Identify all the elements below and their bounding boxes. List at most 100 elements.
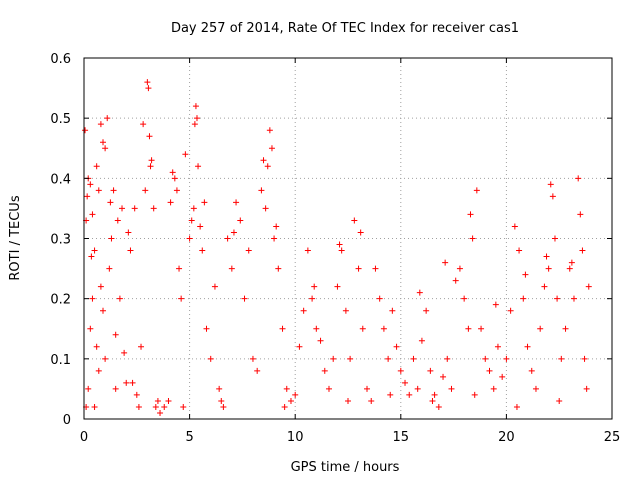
y-tick-label: 0.6 <box>50 52 71 67</box>
data-point <box>281 403 288 410</box>
data-point <box>104 115 111 122</box>
data-point <box>145 85 152 92</box>
y-tick-label: 0.4 <box>50 172 71 187</box>
data-point <box>191 121 198 128</box>
data-point <box>456 265 463 272</box>
x-tick-label: 0 <box>80 430 88 445</box>
data-point <box>169 169 176 176</box>
x-tick-label: 15 <box>393 430 410 445</box>
data-point <box>418 337 425 344</box>
data-point <box>364 385 371 392</box>
data-point <box>380 325 387 332</box>
data-point <box>233 199 240 206</box>
data-point <box>292 391 299 398</box>
data-point <box>338 247 345 254</box>
data-point <box>110 187 117 194</box>
data-point <box>121 349 128 356</box>
data-point <box>119 205 126 212</box>
data-point <box>188 217 195 224</box>
data-point <box>131 205 138 212</box>
data-point <box>91 403 98 410</box>
data-point <box>309 295 316 302</box>
data-point <box>157 409 164 416</box>
data-point <box>330 355 337 362</box>
data-point <box>173 187 180 194</box>
data-point <box>376 295 383 302</box>
data-point <box>416 289 423 296</box>
data-point <box>562 325 569 332</box>
data-point <box>581 355 588 362</box>
data-point <box>211 283 218 290</box>
data-point <box>551 235 558 242</box>
data-point <box>218 397 225 404</box>
data-point <box>503 355 510 362</box>
data-point <box>203 325 210 332</box>
data-point <box>342 307 349 314</box>
data-point <box>507 307 514 314</box>
data-point <box>135 403 142 410</box>
data-point <box>402 379 409 386</box>
data-point <box>357 229 364 236</box>
data-point <box>283 385 290 392</box>
data-point <box>216 385 223 392</box>
data-point <box>577 211 584 218</box>
data-point <box>321 367 328 374</box>
data-point <box>171 175 178 182</box>
data-point <box>385 355 392 362</box>
data-point <box>142 187 149 194</box>
data-point <box>545 265 552 272</box>
data-point <box>102 145 109 152</box>
data-point <box>414 385 421 392</box>
data-point <box>585 283 592 290</box>
data-point <box>486 367 493 374</box>
x-tick-label: 10 <box>287 430 304 445</box>
data-point <box>89 295 96 302</box>
data-point <box>258 187 265 194</box>
x-ticks: 0 5 10 15 20 25 <box>80 58 620 445</box>
data-point <box>254 367 261 374</box>
data-point <box>152 403 159 410</box>
x-tick-label: 25 <box>604 430 621 445</box>
data-point <box>266 127 273 134</box>
data-point <box>144 79 151 86</box>
data-point <box>93 343 100 350</box>
data-point <box>100 139 107 146</box>
data-point <box>241 295 248 302</box>
data-point <box>84 193 91 200</box>
data-point <box>465 325 472 332</box>
data-point <box>442 259 449 266</box>
data-point <box>161 403 168 410</box>
data-point <box>522 271 529 278</box>
data-point <box>207 355 214 362</box>
data-point <box>186 235 193 242</box>
data-point <box>112 385 119 392</box>
data-point <box>471 391 478 398</box>
data-point <box>167 199 174 206</box>
data-point <box>193 115 200 122</box>
data-point <box>147 163 154 170</box>
data-point <box>372 265 379 272</box>
x-tick-label: 5 <box>185 430 193 445</box>
data-point <box>347 355 354 362</box>
data-point <box>146 133 153 140</box>
data-point <box>467 211 474 218</box>
data-point <box>313 325 320 332</box>
y-tick-label: 0.3 <box>50 233 71 248</box>
data-point <box>197 223 204 230</box>
data-point <box>423 307 430 314</box>
data-points <box>82 79 592 416</box>
data-point <box>554 295 561 302</box>
data-point <box>100 307 107 314</box>
x-axis-label: GPS time / hours <box>291 460 400 475</box>
data-point <box>271 235 278 242</box>
data-point <box>180 403 187 410</box>
y-tick-label: 0.2 <box>50 293 71 308</box>
data-point <box>154 397 161 404</box>
data-point <box>249 355 256 362</box>
data-point <box>127 247 134 254</box>
x-tick-label: 20 <box>498 430 515 445</box>
data-point <box>97 283 104 290</box>
data-point <box>264 163 271 170</box>
data-point <box>114 217 121 224</box>
chart-title: Day 257 of 2014, Rate Of TEC Index for r… <box>171 21 519 36</box>
